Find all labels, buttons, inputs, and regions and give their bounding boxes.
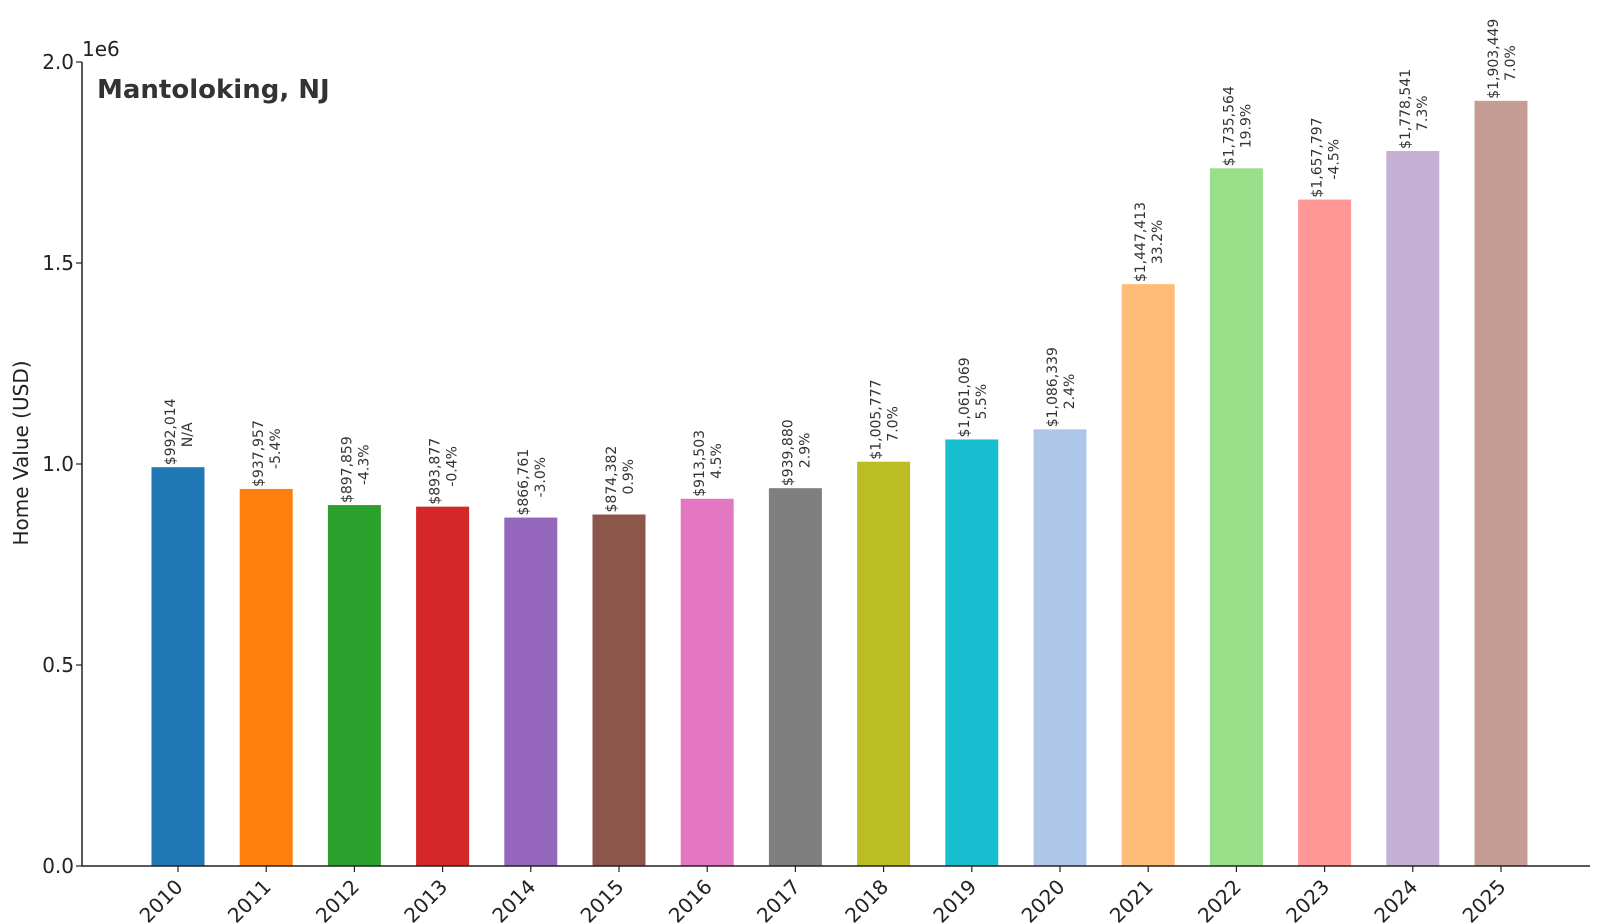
bar-2011 bbox=[239, 488, 293, 866]
y-tick-label: 0.0 bbox=[42, 854, 74, 878]
bar-change-label: 33.2% bbox=[1150, 220, 1166, 264]
bar-value-label: $1,005,777 bbox=[869, 380, 885, 460]
bar-2020 bbox=[1033, 429, 1087, 866]
bar-value-label: $866,761 bbox=[516, 449, 532, 516]
bar-value-label: $897,859 bbox=[339, 436, 355, 503]
bar-change-label: -5.4% bbox=[268, 428, 284, 469]
x-tick-label: 2019 bbox=[928, 875, 981, 924]
bar-2023 bbox=[1298, 199, 1352, 866]
x-tick-label: 2024 bbox=[1369, 875, 1422, 924]
x-tick-label: 2015 bbox=[576, 875, 629, 924]
bar-2014 bbox=[504, 517, 558, 866]
bar-2017 bbox=[768, 488, 822, 866]
bar-2018 bbox=[857, 461, 911, 866]
bar-value-label: $913,503 bbox=[692, 430, 708, 497]
y-scale-label: 1e6 bbox=[82, 37, 120, 61]
bar-value-label: $1,903,449 bbox=[1486, 19, 1502, 99]
bar-2021 bbox=[1121, 284, 1175, 866]
bar-2012 bbox=[327, 505, 381, 866]
x-tick-label: 2014 bbox=[487, 875, 540, 924]
bar-value-label: $1,657,797 bbox=[1310, 117, 1326, 197]
bar-change-label: 2.4% bbox=[1062, 374, 1078, 410]
bar-value-label: $992,014 bbox=[163, 398, 179, 465]
bar-2010 bbox=[151, 467, 205, 866]
x-tick-label: 2013 bbox=[399, 875, 452, 924]
bar-change-label: 5.5% bbox=[974, 384, 990, 420]
bar-change-label: 7.3% bbox=[1415, 95, 1431, 131]
x-tick-label: 2011 bbox=[223, 875, 276, 924]
x-tick-label: 2017 bbox=[752, 875, 805, 924]
bar-value-label: $1,061,069 bbox=[957, 357, 973, 437]
bar-change-label: 7.0% bbox=[886, 406, 902, 442]
bar-2015 bbox=[592, 514, 646, 866]
bar-2019 bbox=[945, 439, 999, 866]
bar-change-label: -4.3% bbox=[356, 444, 372, 485]
x-tick-label: 2020 bbox=[1017, 875, 1070, 924]
bar-change-label: 19.9% bbox=[1238, 104, 1254, 148]
chart-title: Mantoloking, NJ bbox=[97, 75, 330, 105]
bar-2024 bbox=[1386, 151, 1440, 867]
bar-value-label: $1,086,339 bbox=[1045, 347, 1061, 427]
x-tick-label: 2010 bbox=[135, 875, 188, 924]
x-tick-label: 2023 bbox=[1281, 875, 1334, 924]
x-tick-label: 2021 bbox=[1105, 875, 1158, 924]
bar-change-label: -3.0% bbox=[533, 457, 549, 498]
bar-value-label: $1,447,413 bbox=[1133, 202, 1149, 282]
x-tick-label: 2012 bbox=[311, 875, 364, 924]
bar-change-label: -0.4% bbox=[445, 446, 461, 487]
bar-2013 bbox=[416, 506, 470, 866]
bar-change-label: -4.5% bbox=[1327, 139, 1343, 180]
bar-change-label: 0.9% bbox=[621, 459, 637, 495]
x-tick-label: 2025 bbox=[1458, 875, 1511, 924]
bar-2022 bbox=[1209, 168, 1263, 866]
bar-value-label: $874,382 bbox=[604, 446, 620, 513]
bar-value-label: $939,880 bbox=[780, 419, 796, 486]
bar-2025 bbox=[1474, 100, 1528, 867]
bar-change-label: N/A bbox=[180, 422, 196, 447]
y-tick-label: 0.5 bbox=[42, 653, 74, 677]
x-tick-label: 2022 bbox=[1193, 875, 1246, 924]
y-tick-label: 1.5 bbox=[42, 251, 74, 275]
bar-change-label: 2.9% bbox=[797, 433, 813, 469]
bar-value-label: $1,735,564 bbox=[1221, 86, 1237, 166]
bar-value-label: $937,957 bbox=[251, 420, 267, 487]
bar-value-label: $1,778,541 bbox=[1398, 69, 1414, 149]
x-tick-label: 2016 bbox=[664, 875, 717, 924]
bar-change-label: 7.0% bbox=[1503, 45, 1519, 81]
x-tick-label: 2018 bbox=[840, 875, 893, 924]
y-tick-label: 1.0 bbox=[42, 452, 74, 476]
y-axis-label: Home Value (USD) bbox=[9, 360, 33, 545]
y-tick-label: 2.0 bbox=[42, 50, 74, 74]
bar-value-label: $893,877 bbox=[428, 438, 444, 505]
bar-change-label: 4.5% bbox=[709, 443, 725, 479]
bar-2016 bbox=[680, 498, 734, 866]
